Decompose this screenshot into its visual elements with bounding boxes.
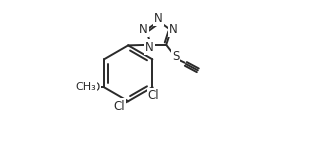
- Text: Cl: Cl: [148, 89, 160, 102]
- Text: N: N: [139, 23, 148, 36]
- Text: CH₃: CH₃: [76, 82, 96, 92]
- Text: N: N: [169, 23, 178, 36]
- Text: N: N: [145, 41, 153, 54]
- Text: N: N: [154, 12, 163, 25]
- Text: S: S: [172, 50, 179, 63]
- Text: Cl: Cl: [114, 99, 125, 113]
- Text: O: O: [91, 81, 100, 94]
